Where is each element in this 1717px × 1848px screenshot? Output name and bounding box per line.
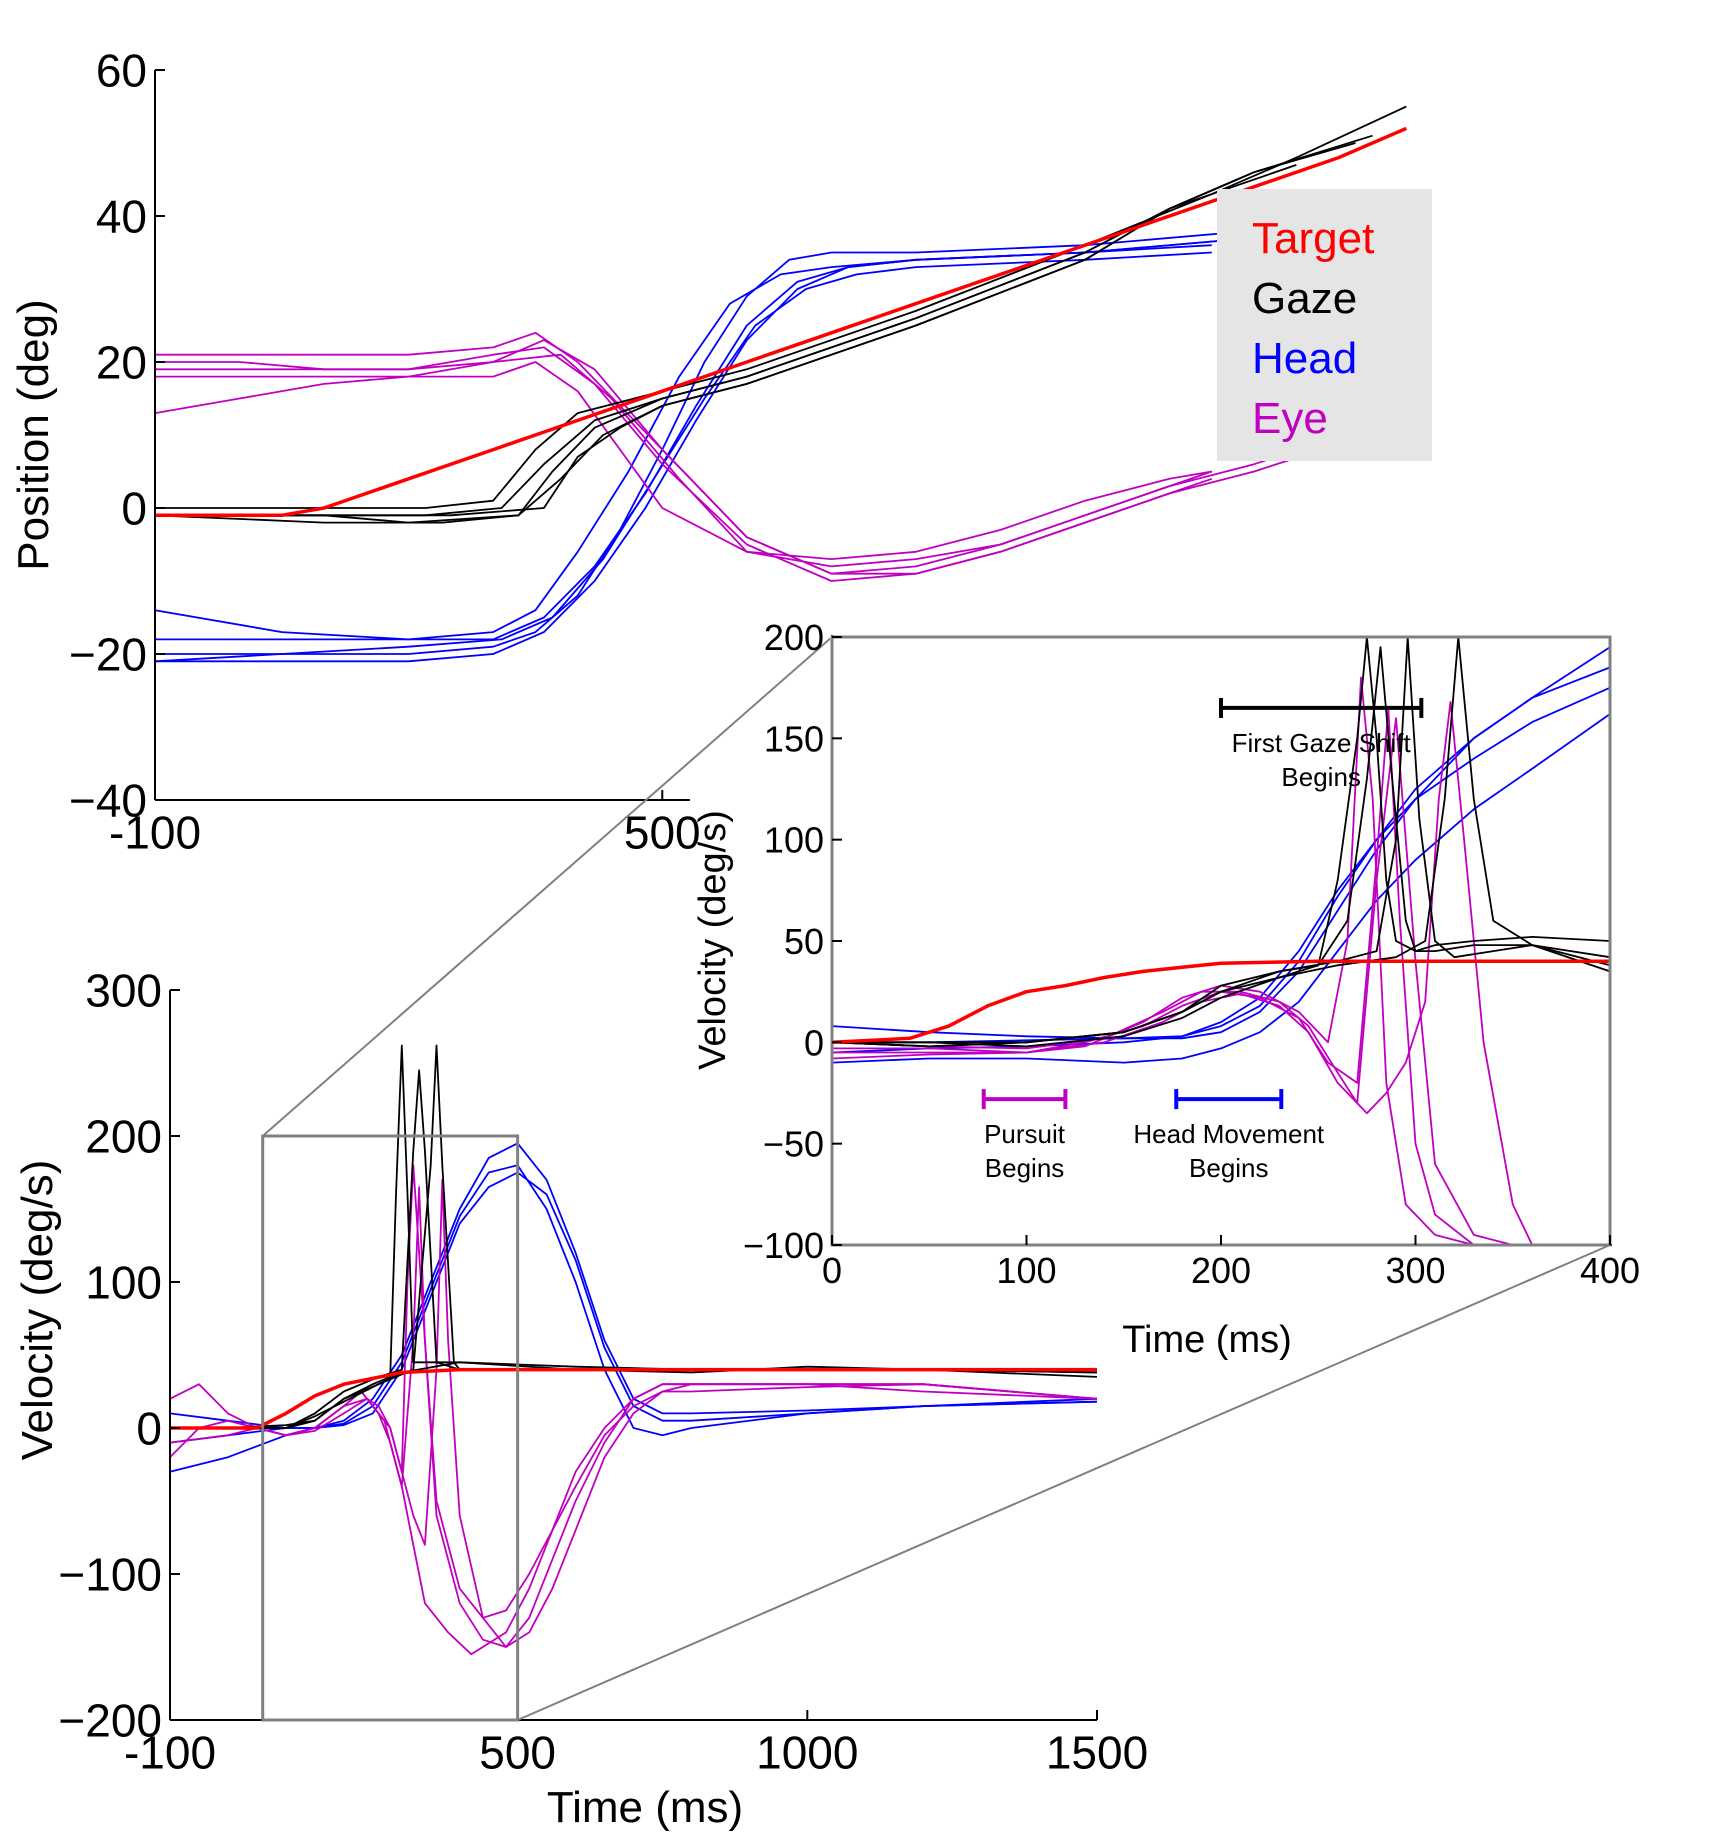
velocity-inset-head-line-8 (831, 713, 1611, 1064)
position-eye-line-13 (154, 361, 1212, 560)
position-gaze-line-4 (155, 178, 1238, 517)
position-y-tick-label: 0 (121, 483, 147, 535)
velocity-inset-y-tick-label: −100 (743, 1225, 824, 1266)
position-x-tick-label: -100 (109, 806, 201, 858)
position-head-line-7 (155, 207, 1373, 663)
annotation-label-1: Begins (985, 1153, 1065, 1183)
velocity-inset-eye-line-11 (831, 701, 1534, 1246)
velocity-x-tick-label: 500 (479, 1726, 556, 1778)
velocity-y-tick-label: −200 (58, 1695, 162, 1747)
velocity-x-tick-label: 1000 (756, 1726, 858, 1778)
position-y-tick-label: 40 (96, 191, 147, 243)
position-head-line-8 (155, 222, 1297, 641)
inset-series-group (831, 636, 1611, 1246)
annotation-label-1: Pursuit (984, 1119, 1066, 1149)
inset-annotations: First Gaze Shift Begins Pursuit Begins Head … (981, 697, 1424, 1183)
velocity-eye-line-10 (170, 1186, 1098, 1619)
position-head-line-6 (155, 207, 1407, 655)
position-axes (154, 70, 690, 801)
position-x-tick-label: 500 (624, 806, 701, 858)
velocity-inset-x-tick-label: 200 (1191, 1250, 1251, 1291)
position-y-tick-label: 20 (96, 337, 147, 389)
position-head-line-10 (154, 251, 1212, 663)
annotation-label-2: Head Movement (1133, 1119, 1325, 1149)
inset-y-ticks: −100 −50 0 50 100 150 200 (743, 617, 842, 1266)
velocity-inset-y-tick-label: −50 (763, 1124, 824, 1165)
position-gaze-line-2 (155, 142, 1356, 517)
velocity-inset-target-line-0 (831, 959, 1610, 1045)
velocity-x-tick-label: 1500 (1046, 1726, 1148, 1778)
velocity-inset-head-line-5 (831, 646, 1611, 1040)
zoom-window (261, 1134, 520, 1722)
velocity-x-ticks: -100 500 1000 1500 (124, 1710, 1148, 1778)
annotation-label-0: First Gaze Shift (1232, 728, 1412, 758)
velocity-inset-x-tick-label: 100 (996, 1250, 1056, 1291)
velocity-y-tick-label: 0 (136, 1403, 162, 1455)
velocity-gaze-line-4 (170, 1361, 1098, 1429)
position-x-ticks: -100 500 (109, 790, 701, 858)
position-eye-line-14 (155, 346, 1213, 582)
velocity-inset-y-tick-label: 0 (804, 1022, 824, 1063)
velocity-x-tick-label: -100 (124, 1726, 216, 1778)
velocity-inset-y-tick-label: 50 (784, 921, 824, 962)
legend-item-gaze: Gaze (1252, 274, 1357, 323)
position-target-line-0 (155, 126, 1407, 518)
position-y-tick-label: −20 (69, 629, 147, 681)
velocity-inset-eye-line-9 (832, 676, 1533, 1246)
velocity-eye-line-8 (169, 1383, 1098, 1656)
velocity-y-tick-label: 200 (85, 1111, 162, 1163)
legend: Target Gaze Head Eye (1217, 189, 1432, 461)
position-y-axis-label: Position (deg) (9, 299, 58, 570)
velocity-inset-y-tick-label: 200 (764, 617, 824, 658)
position-gaze-line-3 (155, 134, 1373, 524)
position-eye-line-15 (155, 353, 1213, 568)
position-series-group (154, 105, 1407, 663)
legend-item-head: Head (1252, 334, 1357, 383)
position-y-tick-label: 60 (96, 45, 147, 97)
inset-y-axis-label: Velocity (deg/s) (692, 810, 734, 1070)
annotation-label-0: Begins (1281, 762, 1361, 792)
zoom-connector-top (262, 636, 833, 1137)
zoom-connector-bottom (517, 1244, 1611, 1721)
inset-x-ticks: 0 100 200 300 400 (822, 1235, 1640, 1291)
velocity-y-tick-label: 100 (85, 1257, 162, 1309)
position-y-tick-label: −40 (69, 775, 147, 827)
position-y-ticks: −40 −20 0 20 40 60 (69, 45, 165, 827)
velocity-inset-x-tick-label: 400 (1580, 1250, 1640, 1291)
velocity-inset-x-tick-label: 0 (822, 1250, 842, 1291)
velocity-y-ticks: −200 −100 0 100 200 300 (58, 965, 180, 1747)
velocity-x-axis-label: Time (ms) (547, 1783, 743, 1832)
velocity-y-tick-label: 300 (85, 965, 162, 1017)
position-gaze-line-5 (154, 164, 1297, 524)
velocity-inset-x-tick-label: 300 (1385, 1250, 1445, 1291)
position-panel: −40 −20 0 20 40 60 -100 500 Position (deg) (9, 45, 1407, 858)
velocity-inset-gaze-line-2 (832, 646, 1611, 1048)
velocity-series-group (169, 1044, 1098, 1656)
legend-background (1217, 189, 1432, 461)
legend-item-target: Target (1252, 214, 1374, 263)
position-head-line-9 (154, 244, 1212, 641)
annotation-label-2: Begins (1189, 1153, 1269, 1183)
velocity-y-tick-label: −100 (58, 1549, 162, 1601)
legend-item-eye: Eye (1252, 394, 1328, 443)
velocity-inset-y-tick-label: 150 (764, 718, 824, 759)
velocity-y-axis-label: Velocity (deg/s) (13, 1160, 62, 1461)
inset-panel: −100 −50 0 50 100 150 200 0 100 200 300 400 First … (692, 617, 1640, 1361)
velocity-inset-y-tick-label: 100 (764, 820, 824, 861)
velocity-eye-line-11 (169, 1178, 1098, 1648)
inset-x-axis-label: Time (ms) (1122, 1319, 1292, 1361)
